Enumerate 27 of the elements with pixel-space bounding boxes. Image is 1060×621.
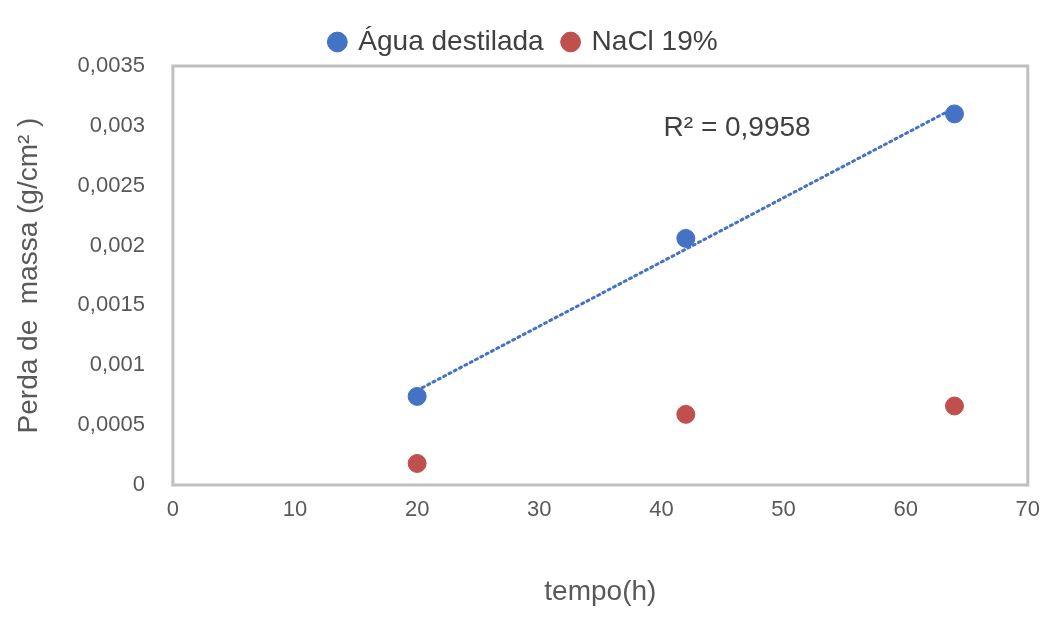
x-tick-label: 20 bbox=[404, 496, 430, 522]
point bbox=[944, 396, 964, 416]
x-tick-label: 50 bbox=[771, 496, 796, 522]
y-tick-label: 0,0015 bbox=[77, 291, 145, 317]
x-tick-label: 40 bbox=[649, 496, 674, 522]
point bbox=[944, 104, 964, 124]
point bbox=[407, 386, 427, 406]
y-tick-label: 0,0035 bbox=[77, 52, 145, 78]
point bbox=[676, 404, 696, 424]
y-tick-label: 0,001 bbox=[89, 351, 145, 377]
x-tick-label: 60 bbox=[893, 496, 918, 522]
x-tick-label: 70 bbox=[1015, 496, 1041, 522]
y-tick-label: 0,003 bbox=[89, 111, 145, 137]
legend-label: NaCl 19% bbox=[591, 24, 718, 56]
x-tick-label: 30 bbox=[527, 496, 552, 522]
point bbox=[676, 228, 696, 248]
y-tick-label: 0,0025 bbox=[77, 171, 145, 197]
y-tick-label: 0,0005 bbox=[77, 411, 145, 437]
x-tick-label: 10 bbox=[282, 496, 308, 522]
y-axis-title: Perda de massa (g/cm² ) bbox=[11, 117, 43, 434]
point bbox=[407, 453, 427, 473]
y-tick-label: 0 bbox=[132, 471, 145, 497]
annotation: R² = 0,9958 bbox=[663, 110, 811, 142]
legend-label: Água destilada bbox=[358, 24, 545, 56]
x-tick-label: 0 bbox=[166, 496, 180, 522]
x-axis-title: tempo(h) bbox=[544, 574, 657, 606]
y-tick-label: 0,002 bbox=[89, 231, 145, 257]
